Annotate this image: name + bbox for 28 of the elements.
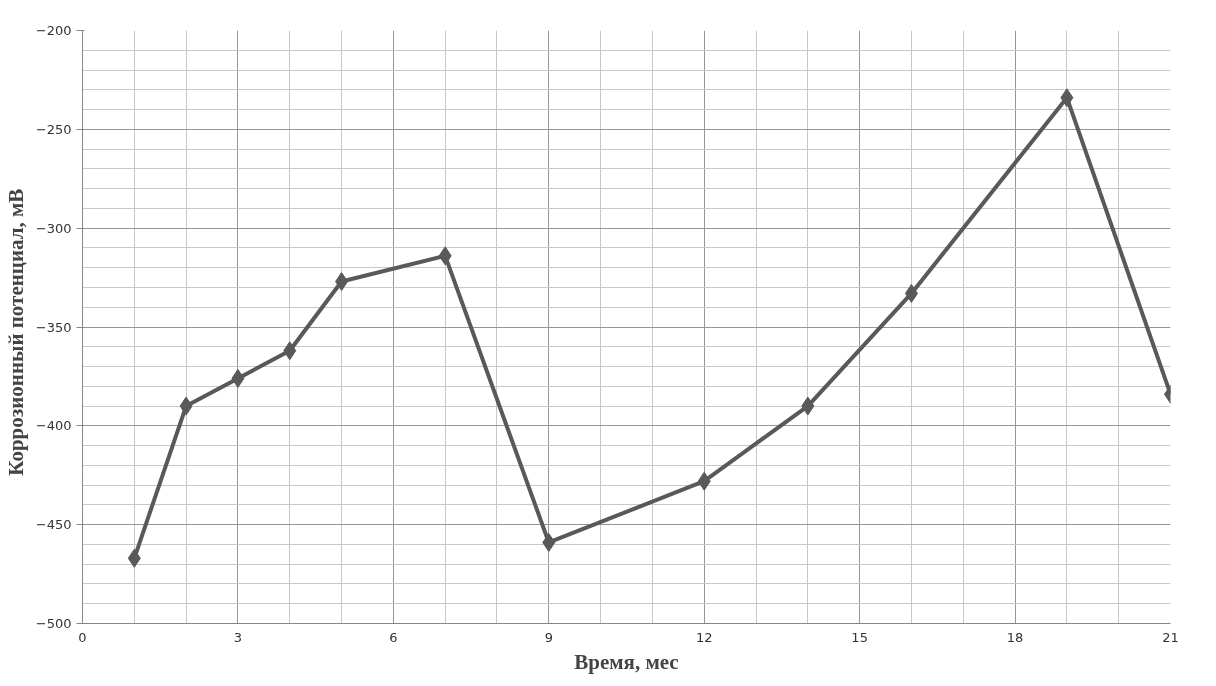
- y-tick-label: −250: [35, 121, 72, 137]
- y-tick-label: −500: [35, 616, 72, 631]
- point: [1060, 88, 1074, 108]
- point: [438, 246, 452, 266]
- x-tick-label: 9: [544, 629, 553, 645]
- y-tick-label: −450: [35, 517, 72, 533]
- point: [904, 283, 918, 303]
- point: [283, 341, 297, 361]
- x-tick-label: 21: [1162, 629, 1179, 645]
- x-tick-label: 15: [851, 629, 868, 645]
- point: [335, 272, 349, 292]
- y-tick-label: −300: [35, 220, 72, 236]
- y-tick-label: −200: [35, 23, 72, 38]
- x-tick-label: 3: [233, 629, 243, 645]
- x-tick-label: 12: [695, 629, 713, 645]
- point: [697, 471, 711, 491]
- point: [179, 396, 193, 416]
- x-tick-label: 6: [389, 629, 398, 645]
- point: [542, 532, 556, 552]
- point: [801, 396, 815, 416]
- x-tick-label: 18: [1006, 629, 1024, 645]
- point: [127, 548, 141, 568]
- y-axis-title: Коррозионный потенциал, мВ: [3, 188, 28, 476]
- y-tick-label: −400: [35, 418, 72, 434]
- point: [231, 368, 245, 388]
- y-tick-label: −350: [35, 319, 72, 335]
- x-tick-label: 0: [78, 629, 87, 645]
- x-axis-title: Время, мес: [574, 649, 679, 674]
